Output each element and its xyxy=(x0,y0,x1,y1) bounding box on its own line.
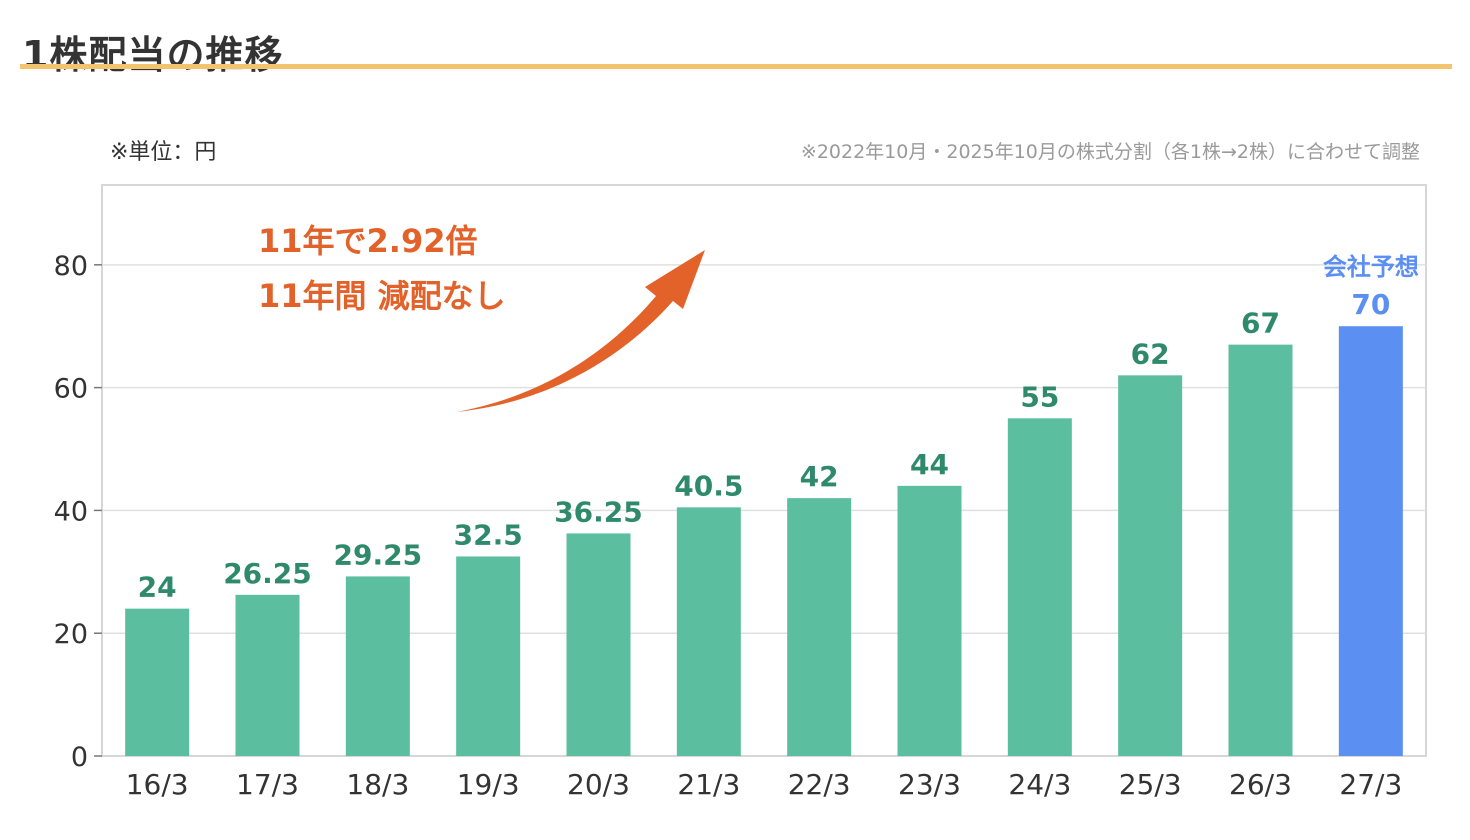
data-label: 24 xyxy=(138,571,177,604)
bar xyxy=(787,498,852,756)
bar-forecast xyxy=(1338,326,1403,756)
data-label: 44 xyxy=(910,448,949,481)
page-title: 1株配当の推移 xyxy=(22,33,284,77)
growth-annotation: 11年で2.92倍 xyxy=(258,222,478,260)
x-tick-label: 17/3 xyxy=(236,768,299,801)
y-tick-label: 60 xyxy=(54,374,88,405)
bar xyxy=(235,594,300,756)
data-labels: 24 26.25 29.25 32.5 36.25 40.5 42 44 55 62 67 70 会社予… xyxy=(138,253,1419,603)
x-tick-label: 21/3 xyxy=(677,768,740,801)
x-tick-label: 22/3 xyxy=(788,768,851,801)
data-label: 26.25 xyxy=(223,557,312,590)
plot-area-frame xyxy=(101,184,1427,757)
data-label: 55 xyxy=(1020,380,1059,413)
no-cut-annotation: 11年間 減配なし xyxy=(258,277,506,315)
bar xyxy=(676,507,741,756)
data-label: 40.5 xyxy=(674,469,743,502)
data-label: 67 xyxy=(1241,307,1280,340)
x-tick-label: 24/3 xyxy=(1008,768,1071,801)
bar xyxy=(345,576,410,756)
x-tick-label: 23/3 xyxy=(898,768,961,801)
data-label: 42 xyxy=(800,460,839,493)
y-tick-label: 0 xyxy=(71,742,88,773)
y-axis-ticks: 0 20 40 60 80 xyxy=(54,251,102,773)
x-tick-label: 25/3 xyxy=(1119,768,1182,801)
bar xyxy=(1228,344,1293,756)
x-tick-label: 26/3 xyxy=(1229,768,1292,801)
bar xyxy=(125,608,190,756)
data-label: 32.5 xyxy=(454,518,523,551)
x-tick-label: 20/3 xyxy=(567,768,630,801)
data-label: 62 xyxy=(1131,337,1170,370)
bar xyxy=(1118,375,1183,756)
stock-split-note: ※2022年10月・2025年10月の株式分割（各1株→2株）に合わせて調整 xyxy=(800,141,1420,163)
forecast-label: 会社予想 xyxy=(1323,253,1419,281)
x-axis-ticks: 16/3 17/3 18/3 19/3 20/3 21/3 22/3 23/3 24/3 25/3… xyxy=(126,768,1403,801)
data-label: 70 xyxy=(1351,288,1390,321)
bars xyxy=(125,326,1403,756)
y-tick-label: 20 xyxy=(54,619,88,650)
gridlines xyxy=(102,264,1426,634)
bar xyxy=(1007,418,1072,756)
bar xyxy=(897,485,962,756)
y-tick-label: 80 xyxy=(54,251,88,282)
title-underline xyxy=(20,64,1452,69)
x-tick-label: 19/3 xyxy=(457,768,520,801)
x-tick-label: 18/3 xyxy=(346,768,409,801)
unit-note: ※単位：円 xyxy=(110,140,217,165)
bar xyxy=(456,556,521,756)
data-label: 36.25 xyxy=(554,495,643,528)
data-label: 29.25 xyxy=(334,538,423,571)
bar xyxy=(566,533,631,756)
x-tick-label: 16/3 xyxy=(126,768,189,801)
growth-arrow-icon xyxy=(456,250,705,412)
y-tick-label: 40 xyxy=(54,496,88,527)
x-tick-label: 27/3 xyxy=(1339,768,1402,801)
